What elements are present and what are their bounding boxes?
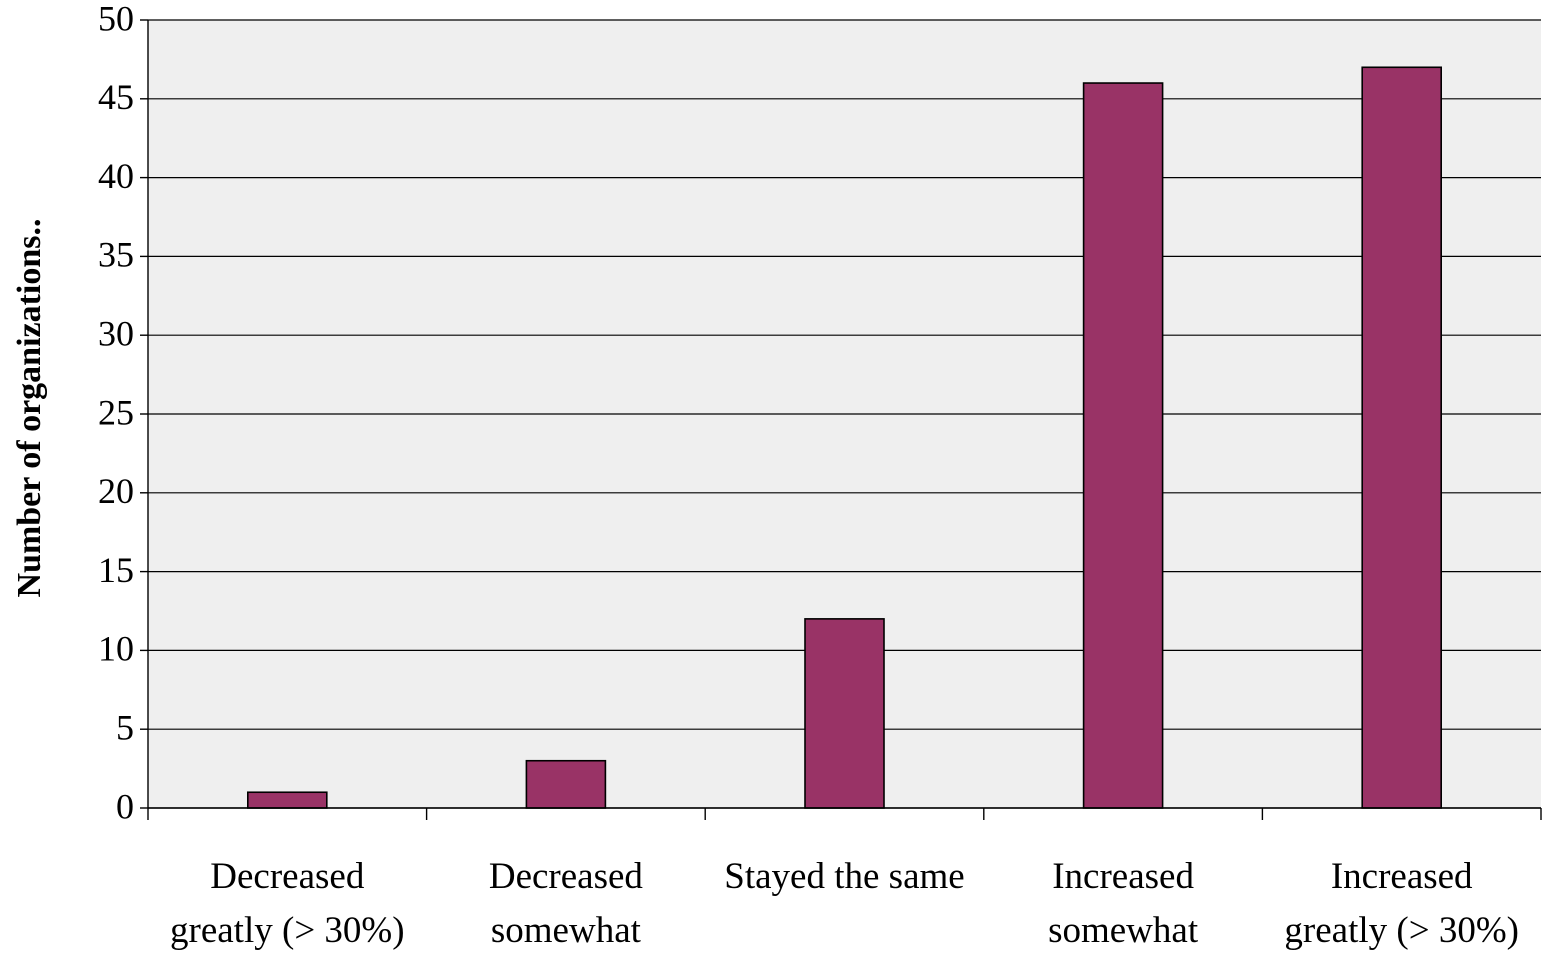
y-tick-label: 40 [98, 156, 134, 196]
x-category-label-line: Decreased [210, 856, 365, 897]
x-category-label-line: Decreased [489, 856, 644, 897]
y-tick-label: 5 [116, 707, 134, 747]
x-category-label: Increased somewhat [1048, 856, 1199, 951]
y-axis-label: Number of organizations.. [11, 218, 48, 597]
bars [247, 66, 1442, 809]
x-category-label: Stayed the same [724, 856, 964, 897]
y-tick-label: 35 [98, 235, 134, 275]
y-tick-label: 10 [98, 629, 134, 669]
bar [247, 791, 328, 809]
y-tick-labels: 0 5 10 15 20 25 30 35 40 45 50 [98, 0, 134, 826]
x-category-label-line: Increased [1052, 856, 1194, 897]
bar [1082, 82, 1164, 809]
x-category-labels: Decreased greatly (> 30%) Decreased somewha… [170, 856, 1519, 951]
x-category-label-line: somewhat [1048, 910, 1199, 951]
bar [804, 618, 885, 809]
x-category-label-line: somewhat [491, 910, 642, 951]
y-tick-label: 30 [98, 313, 134, 353]
y-tick-label: 45 [98, 77, 134, 117]
x-category-label-line: greatly (> 30%) [1284, 910, 1519, 951]
y-tick-label: 25 [98, 392, 134, 432]
x-category-label: Decreased somewhat [489, 856, 644, 951]
x-category-label: Decreased greatly (> 30%) [170, 856, 405, 951]
axes [140, 19, 1542, 820]
x-category-label-line: greatly (> 30%) [170, 910, 405, 951]
y-tick-label: 20 [98, 471, 134, 511]
x-category-label-line: Increased [1331, 856, 1473, 897]
x-category-label: Increased greatly (> 30%) [1284, 856, 1519, 951]
y-tick-label: 0 [116, 786, 134, 826]
y-tick-label: 15 [98, 550, 134, 590]
y-tick-label: 50 [98, 0, 134, 38]
x-category-label-line: Stayed the same [724, 856, 964, 897]
bar [525, 759, 607, 809]
bar [1361, 66, 1442, 809]
